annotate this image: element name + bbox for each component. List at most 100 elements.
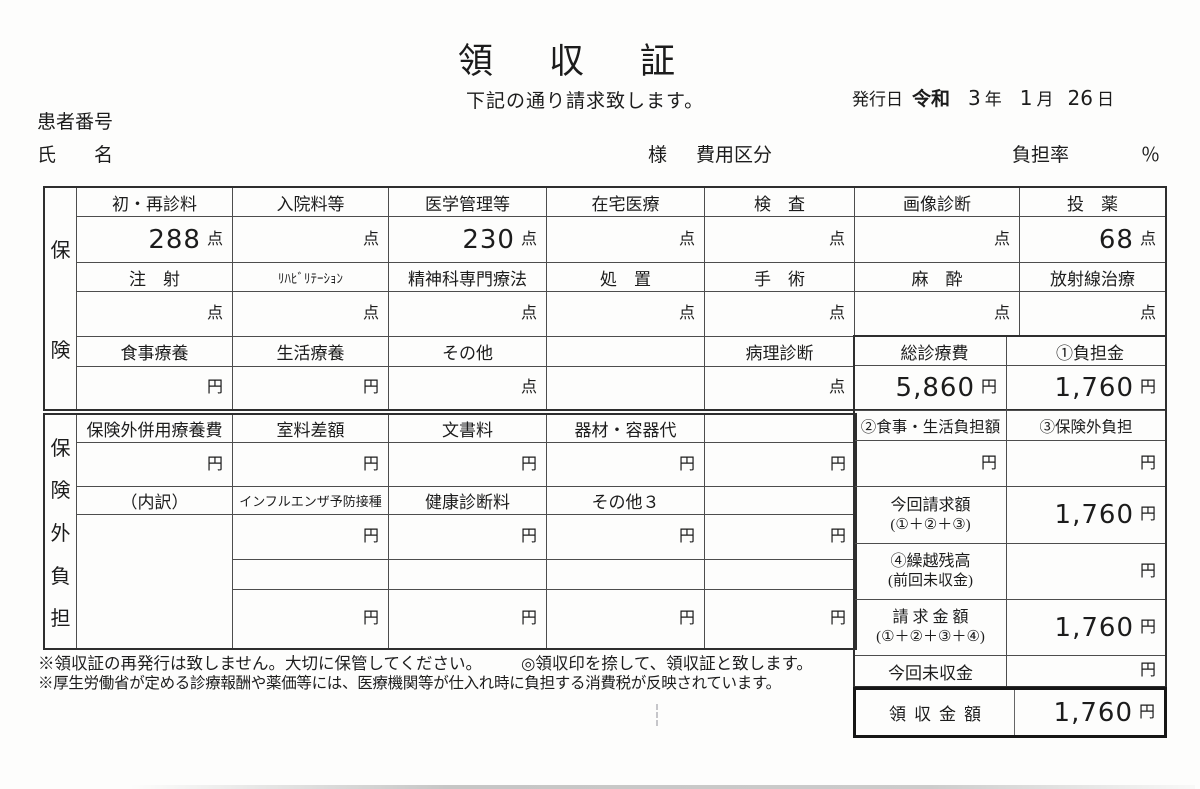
value-seishinka: 点 (389, 292, 547, 337)
issue-year: 3 (968, 86, 981, 110)
col-header-sonota: その他 (389, 337, 547, 367)
percent-sign: ％ (1141, 145, 1161, 166)
value-sonota: 点 (389, 367, 547, 409)
total-medical-fee-label: 総診療費 (855, 337, 1007, 366)
col-header-gazo: 画像診断 (855, 188, 1020, 217)
current-unpaid-label: 今回未収金 (855, 656, 1007, 686)
col-header-seikatsu: 生活療養 (233, 337, 389, 367)
col-header-byori: 病理診断 (705, 337, 855, 367)
col-header-sonota3: その他３ (547, 487, 705, 515)
patient-name-label: 氏 名 (37, 145, 114, 166)
outside-side-label: 保 険 外 負 担 (45, 415, 77, 648)
total-medical-fee-value: 5,860 円 (855, 366, 1007, 411)
insurance-side-label: 保 険 (45, 188, 77, 409)
col-header-shochi: 処 置 (547, 263, 705, 292)
value-igaku: 230 点 (389, 217, 547, 263)
value-hoshasen: 点 (1020, 292, 1165, 337)
value-shujutsu: 点 (705, 292, 855, 337)
issue-date: 発行日 令和 3 年 1 月 26 日 (852, 84, 1114, 111)
col-header-rehabilitation: ﾘﾊﾋﾞﾘﾃｰｼｮﾝ (233, 263, 389, 292)
subtitle: 下記の通り請求致します。 (466, 91, 705, 112)
col-header-shujutsu: 手 術 (705, 263, 855, 292)
value-shoshin: 288 点 (77, 217, 233, 263)
footnote-receipt-stamp: ◎領収印を捺して、領収証と致します。 (521, 654, 813, 673)
footnote-no-reissue: ※領収証の再発行は致しません。大切に保管してください。 (38, 654, 483, 673)
uchiwake-value-3: 円 (547, 515, 705, 560)
value-shokuji: 円 (77, 367, 233, 409)
col-header-uchiwake: （内訳） (77, 487, 233, 515)
uchiwake-value-6: 円 (389, 590, 547, 648)
value-byori: 点 (705, 367, 855, 409)
value-kizai: 円 (547, 443, 705, 487)
burden-amount-value: 1,760 円 (1007, 366, 1165, 411)
col-header-heiyo: 保険外併用療養費 (77, 415, 233, 443)
billed-amount-label: 請 求 金 額 (①＋②＋③＋④) (855, 600, 1007, 656)
patient-number-label: 患者番号 (37, 112, 114, 133)
col-header-chusha: 注 射 (77, 263, 233, 292)
honorific-sama: 様 (648, 145, 668, 166)
billed-amount-value: 1,760 円 (1007, 600, 1165, 656)
outside-burden-label: ③保険外負担 (1007, 411, 1165, 441)
col-header-blank2 (705, 415, 855, 443)
value-gazo: 点 (855, 217, 1020, 263)
value-blank2: 円 (705, 443, 855, 487)
meal-living-burden-value: 円 (855, 441, 1007, 487)
col-header-bunsho: 文書料 (389, 415, 547, 443)
col-header-igaku: 医学管理等 (389, 188, 547, 217)
col-header-blank3 (705, 487, 855, 515)
page-title: 領収証 (458, 42, 732, 81)
current-claim-value: 1,760 円 (1007, 487, 1165, 544)
col-header-shoshin: 初・再診料 (77, 188, 233, 217)
col-header-influenza: インフルエンザ予防接種 (233, 487, 389, 515)
value-shitsuryo: 円 (233, 443, 389, 487)
uchiwake-value-1: 円 (233, 515, 389, 560)
received-amount-label: 領収金額 (856, 690, 1015, 735)
col-header-kizai: 器材・容器代 (547, 415, 705, 443)
col-header-shitsuryo: 室料差額 (233, 415, 389, 443)
col-header-blank (547, 337, 705, 367)
uchiwake-value-7: 円 (547, 590, 705, 648)
value-kensa: 点 (705, 217, 855, 263)
meal-living-burden-label: ②食事・生活負担額 (855, 411, 1007, 441)
scan-artifact-smudge (130, 785, 1195, 789)
issue-day: 26 (1067, 86, 1093, 110)
uchiwake-empty-3 (547, 560, 705, 590)
col-header-kensa: 検 査 (705, 188, 855, 217)
received-amount-box: 領収金額 1,760 円 (853, 687, 1167, 738)
value-rehabilitation: 点 (233, 292, 389, 337)
value-zaitaku: 点 (547, 217, 705, 263)
value-blank (547, 367, 705, 409)
uchiwake-empty-1 (233, 560, 389, 590)
value-masui: 点 (855, 292, 1020, 337)
col-header-seishinka: 精神科専門療法 (389, 263, 547, 292)
scan-artifact-dash (656, 704, 658, 726)
uchiwake-value-5: 円 (233, 590, 389, 648)
received-amount-value: 1,760 円 (1053, 697, 1155, 728)
insurance-table: 保 険 初・再診料 入院料等 医学管理等 在宅医療 検 査 画像診断 投 薬 2… (43, 186, 1167, 411)
burden-rate-label: 負担率 (1012, 145, 1070, 166)
era-value: 令和 (912, 89, 951, 110)
value-bunsho: 円 (389, 443, 547, 487)
value-chusha: 点 (77, 292, 233, 337)
col-header-zaitaku: 在宅医療 (547, 188, 705, 217)
footnote-consumption-tax: ※厚生労働省が定める診療報酬や薬価等には、医療機関等が仕入れ時に負担する消費税が… (38, 675, 781, 692)
carryover-balance-value: 円 (1007, 544, 1165, 600)
value-shochi: 点 (547, 292, 705, 337)
outside-burden-value: 円 (1007, 441, 1165, 487)
col-header-toyaku: 投 薬 (1020, 188, 1165, 217)
value-seikatsu: 円 (233, 367, 389, 409)
value-toyaku: 68 点 (1020, 217, 1165, 263)
issue-year-unit: 年 (984, 90, 1002, 109)
burden-amount-label: ①負担金 (1007, 337, 1165, 366)
uchiwake-empty-2 (389, 560, 547, 590)
issue-month: 1 (1019, 86, 1033, 110)
uchiwake-value-8: 円 (829, 610, 846, 627)
col-header-nyuin: 入院料等 (233, 188, 389, 217)
carryover-balance-label: ④繰越残高 (前回未収金) (855, 544, 1007, 600)
expense-category-label: 費用区分 (696, 145, 773, 166)
issue-day-unit: 日 (1096, 90, 1114, 109)
col-header-shokuji: 食事療養 (77, 337, 233, 367)
current-unpaid-value: 円 (1139, 662, 1156, 679)
outside-insurance-table: 保 険 外 負 担 保険外併用療養費 室料差額 文書料 器材・容器代 円 円 円… (43, 413, 857, 650)
